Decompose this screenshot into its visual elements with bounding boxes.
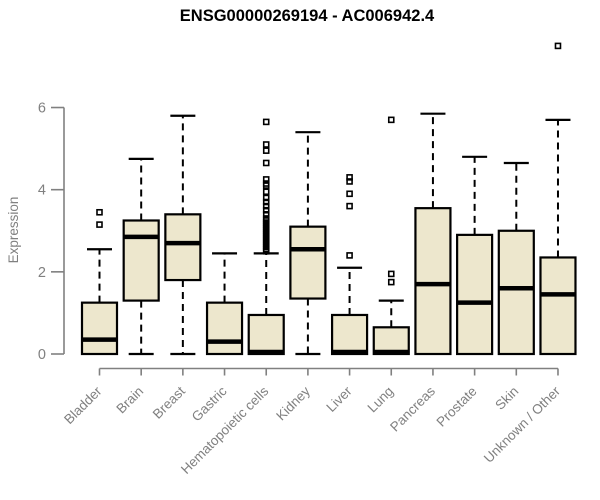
iqr-box xyxy=(414,207,452,356)
box-skin xyxy=(497,161,535,356)
outlier-point xyxy=(262,202,270,210)
x-category-label: Skin xyxy=(492,384,521,413)
outlier-point xyxy=(262,176,270,183)
iqr-box xyxy=(456,233,494,356)
outlier-point xyxy=(96,208,103,216)
box-lung xyxy=(372,116,410,356)
x-category-label: Lung xyxy=(365,384,397,416)
outlier-point xyxy=(262,194,270,202)
outlier-point xyxy=(262,211,270,218)
iqr-box xyxy=(330,313,369,356)
iqr-box xyxy=(80,301,119,356)
x-category-label: Gastric xyxy=(189,383,230,424)
x-category-label: Breast xyxy=(150,383,188,421)
iqr-box xyxy=(497,229,535,356)
iqr-box xyxy=(539,256,577,356)
outlier-point xyxy=(387,116,395,124)
outlier-point xyxy=(262,198,270,206)
outlier-point xyxy=(262,215,270,222)
outlier-point xyxy=(346,202,353,210)
x-category-label: Unknown / Other xyxy=(481,383,564,466)
outlier-point xyxy=(346,174,353,181)
box-gastric xyxy=(205,252,244,356)
outlier-point xyxy=(262,206,270,214)
box-prostate xyxy=(456,155,494,356)
box-brain xyxy=(122,157,160,356)
y-axis-label: Expression xyxy=(6,197,21,264)
iqr-box xyxy=(289,225,327,300)
outlier-point xyxy=(262,180,270,187)
outlier-point xyxy=(346,252,353,259)
chart-title: ENSG00000269194 - AC006942.4 xyxy=(180,7,435,25)
x-category-label: Pancreas xyxy=(387,383,438,434)
x-category-label: Brain xyxy=(113,384,146,417)
x-category-label: Prostate xyxy=(434,384,480,430)
outlier-point xyxy=(262,147,270,154)
box-breast xyxy=(164,114,202,356)
outlier-point xyxy=(262,118,270,126)
y-tick-label: 0 xyxy=(38,347,46,363)
y-tick-label: 6 xyxy=(38,101,46,117)
box-kidney xyxy=(289,131,327,356)
box-hematopoietic-cells xyxy=(247,118,285,356)
outlier-point xyxy=(262,188,270,196)
box-bladder xyxy=(80,208,119,356)
outlier-point xyxy=(346,190,353,198)
outlier-point xyxy=(387,270,395,278)
iqr-box xyxy=(372,326,410,356)
iqr-box xyxy=(122,219,160,302)
iqr-box xyxy=(164,213,202,282)
iqr-box xyxy=(247,313,285,356)
outlier-point xyxy=(346,178,353,185)
y-tick-label: 2 xyxy=(38,265,46,281)
x-category-label: Kidney xyxy=(273,383,313,423)
box-pancreas xyxy=(414,112,452,356)
outlier-point xyxy=(96,221,103,228)
outlier-point xyxy=(262,141,270,148)
x-category-label: Liver xyxy=(323,383,355,415)
box-unknown-other xyxy=(539,42,577,356)
outlier-point xyxy=(554,42,562,50)
y-tick-label: 4 xyxy=(38,183,46,199)
outlier-point xyxy=(387,278,395,286)
box-liver xyxy=(330,174,369,356)
x-category-label: Bladder xyxy=(61,383,105,427)
iqr-box xyxy=(205,301,244,356)
outlier-point xyxy=(262,159,270,167)
